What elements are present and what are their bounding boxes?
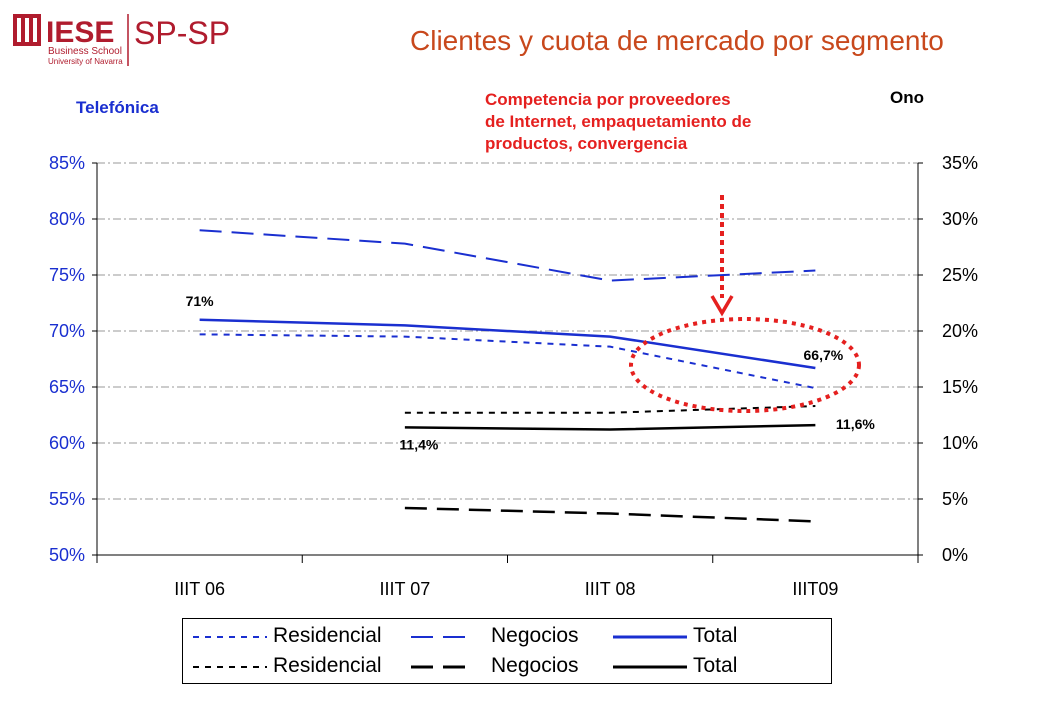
logo-sub2: University of Navarra — [48, 57, 123, 66]
left-tick-label: 50% — [49, 545, 85, 565]
series-line-right-negocios — [404, 506, 816, 523]
left-tick-label: 60% — [49, 433, 85, 453]
data-label: 71% — [186, 293, 215, 309]
series-line-left-total — [199, 318, 816, 370]
series-line-right-total — [404, 423, 816, 431]
right-tick-label: 20% — [942, 321, 978, 341]
x-tick-label: IIIT 06 — [174, 579, 225, 599]
legend-label: Negocios — [491, 654, 579, 677]
annotation-line-1: Competencia por proveedores — [485, 90, 731, 109]
x-tick-label: IIIT 07 — [380, 579, 431, 599]
left-tick-label: 75% — [49, 265, 85, 285]
right-tick-label: 25% — [942, 265, 978, 285]
right-tick-label: 10% — [942, 433, 978, 453]
annotation-line-2: de Internet, empaquetamiento de — [485, 112, 752, 131]
right-tick-label: 0% — [942, 545, 968, 565]
chart-legend: Residencial Negocios Total Residencial N… — [182, 618, 832, 684]
data-label: 66,7% — [804, 347, 844, 363]
competition-annotation: Competencia por proveedores de Internet,… — [485, 89, 751, 155]
series-line-left-negocios — [199, 229, 816, 282]
series-line-right-residencial — [404, 405, 816, 414]
crest-icon — [13, 14, 41, 46]
iese-logo: IESE Business School University of Navar… — [13, 14, 230, 66]
left-tick-label: 70% — [49, 321, 85, 341]
legend-label: Residencial — [273, 654, 382, 677]
right-tick-label: 35% — [942, 153, 978, 173]
legend-label: Total — [693, 654, 738, 677]
legend-label: Residencial — [273, 624, 382, 647]
x-tick-label: IIIT 08 — [585, 579, 636, 599]
annotation-line-3: productos, convergencia — [485, 134, 688, 153]
right-tick-label: 30% — [942, 209, 978, 229]
right-axis-title: Ono — [890, 88, 924, 107]
left-tick-label: 85% — [49, 153, 85, 173]
left-axis-title: Telefónica — [76, 98, 159, 117]
page-title: Clientes y cuota de mercado por segmento — [410, 25, 944, 56]
right-tick-label: 15% — [942, 377, 978, 397]
left-tick-label: 80% — [49, 209, 85, 229]
legend-label: Total — [693, 624, 738, 647]
legend-label: Negocios — [491, 624, 579, 647]
left-tick-label: 55% — [49, 489, 85, 509]
x-tick-label: IIIT09 — [792, 579, 838, 599]
series-line-left-residencial — [199, 333, 816, 390]
annotation-arrow-head — [710, 295, 734, 317]
right-tick-label: 5% — [942, 489, 968, 509]
logo-dept: SP-SP — [134, 15, 230, 51]
data-label: 11,4% — [399, 436, 438, 452]
left-tick-label: 65% — [49, 377, 85, 397]
data-label: 11,6% — [836, 416, 875, 432]
logo-sub1: Business School — [48, 46, 122, 57]
logo-brand: IESE — [46, 16, 114, 49]
annotation-highlight-ellipse — [629, 317, 861, 413]
